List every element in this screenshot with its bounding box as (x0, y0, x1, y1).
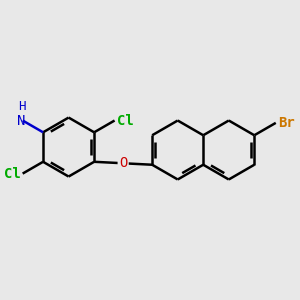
Text: Cl: Cl (4, 167, 20, 181)
Text: O: O (119, 156, 128, 170)
Text: Cl: Cl (117, 113, 134, 128)
Text: Br: Br (278, 116, 295, 130)
Text: H: H (18, 100, 25, 113)
Text: N: N (17, 113, 26, 128)
